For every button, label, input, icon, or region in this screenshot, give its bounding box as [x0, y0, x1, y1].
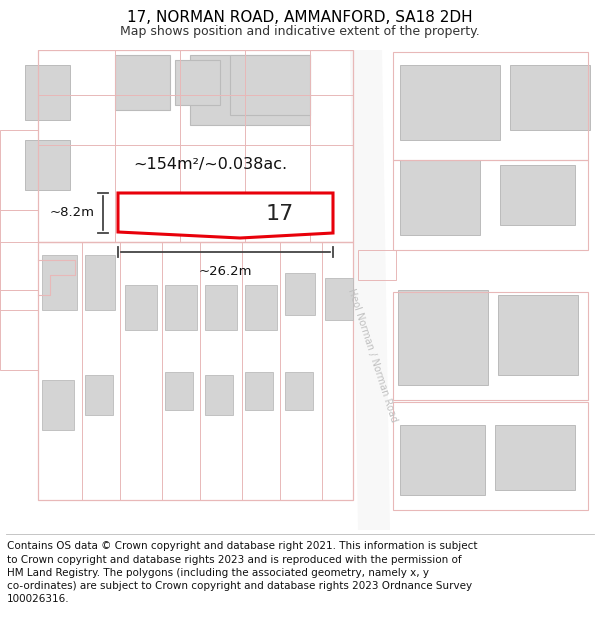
Bar — [0, 130, 38, 210]
Bar — [498, 295, 578, 375]
Bar — [400, 160, 480, 235]
Bar — [85, 255, 115, 310]
Bar — [245, 285, 277, 330]
Bar — [25, 140, 70, 190]
Bar — [125, 285, 157, 330]
Bar — [398, 290, 488, 385]
Bar — [500, 165, 575, 225]
Bar — [0, 290, 38, 370]
Bar — [245, 372, 273, 410]
Bar — [175, 60, 220, 105]
Bar — [85, 375, 113, 415]
Bar — [393, 52, 588, 160]
Bar — [285, 273, 315, 315]
Bar — [230, 55, 310, 115]
Bar — [495, 425, 575, 490]
Text: Contains OS data © Crown copyright and database right 2021. This information is : Contains OS data © Crown copyright and d… — [7, 541, 478, 604]
Bar — [42, 380, 74, 430]
Bar — [115, 55, 170, 110]
Bar — [285, 372, 313, 410]
Bar — [0, 210, 38, 290]
Bar — [358, 250, 396, 280]
Bar — [205, 285, 237, 330]
Polygon shape — [118, 193, 333, 238]
Text: Heol Norman / Norman Road: Heol Norman / Norman Road — [346, 287, 398, 423]
Bar — [510, 65, 590, 130]
Text: ~26.2m: ~26.2m — [198, 265, 252, 278]
Bar — [190, 55, 310, 125]
Bar — [393, 402, 588, 510]
Text: 17, NORMAN ROAD, AMMANFORD, SA18 2DH: 17, NORMAN ROAD, AMMANFORD, SA18 2DH — [127, 10, 473, 25]
Bar — [325, 278, 353, 320]
Bar — [42, 255, 77, 310]
Bar — [25, 65, 70, 120]
Bar — [393, 160, 588, 250]
Bar — [400, 65, 500, 140]
Polygon shape — [350, 50, 390, 530]
Bar — [165, 372, 193, 410]
Bar — [38, 242, 353, 500]
Bar — [393, 292, 588, 400]
Bar — [165, 285, 197, 330]
Text: Map shows position and indicative extent of the property.: Map shows position and indicative extent… — [120, 24, 480, 38]
Bar — [0, 242, 38, 310]
Text: 17: 17 — [266, 204, 294, 224]
Bar — [400, 425, 485, 495]
Bar — [205, 375, 233, 415]
Text: ~154m²/~0.038ac.: ~154m²/~0.038ac. — [133, 158, 287, 172]
Bar — [38, 50, 353, 242]
Text: ~8.2m: ~8.2m — [50, 206, 95, 219]
